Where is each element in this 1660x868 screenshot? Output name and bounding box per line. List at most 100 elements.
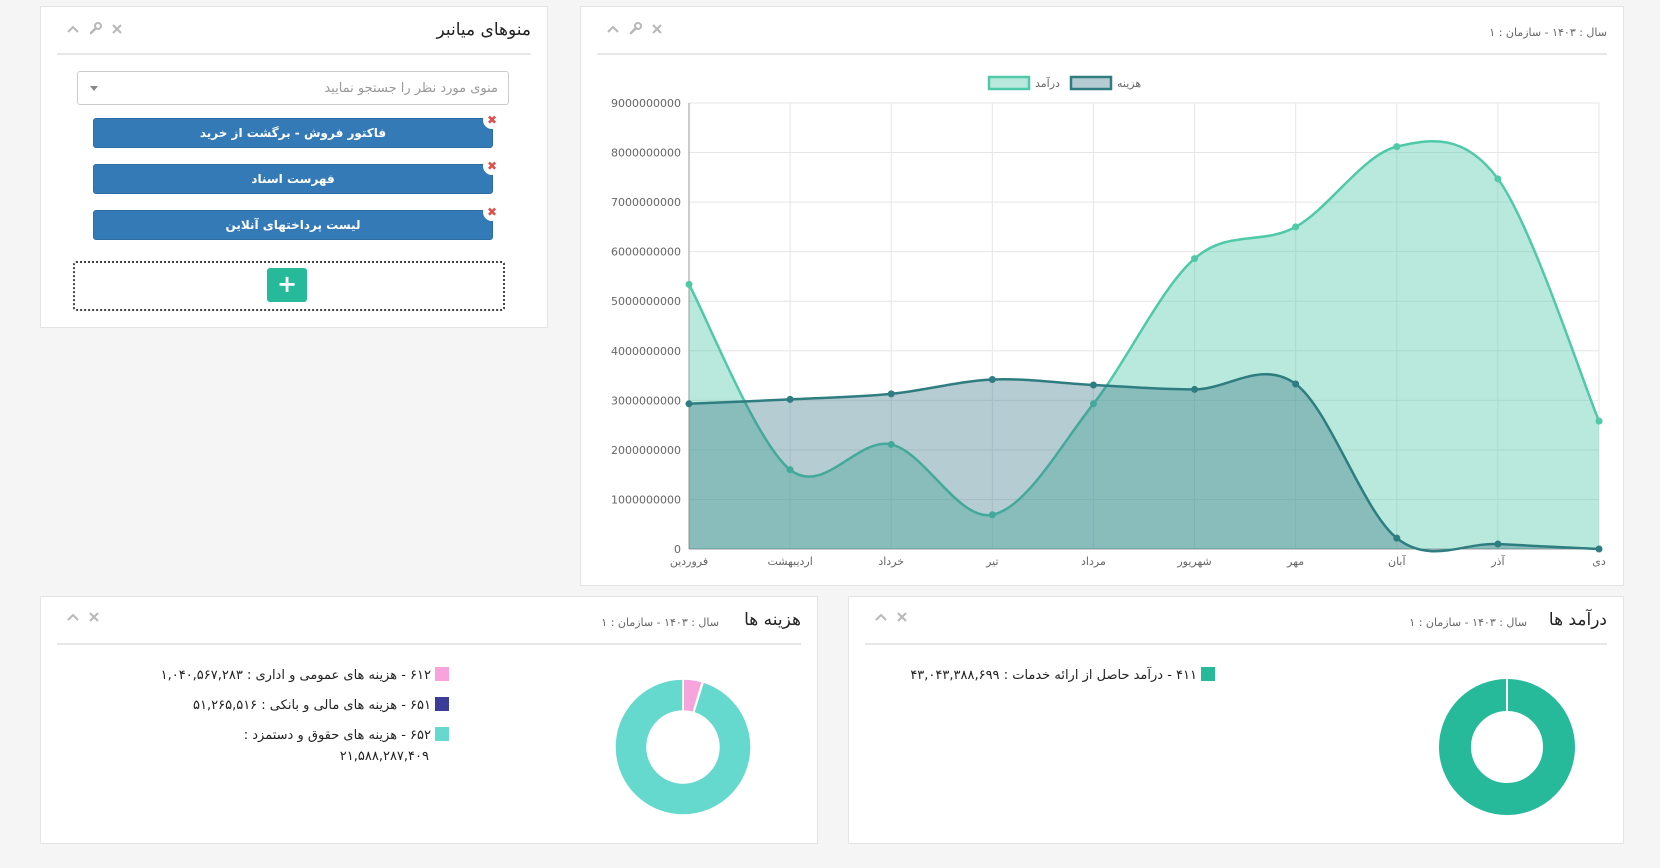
y-tick-label: 7000000000	[611, 196, 681, 209]
data-point[interactable]	[1089, 400, 1097, 408]
legend-label: ۶۵۱ - هزینه های مالی و بانکی :	[261, 698, 431, 713]
y-tick-label: 6000000000	[611, 246, 681, 259]
data-point[interactable]	[887, 440, 895, 448]
collapse-icon[interactable]	[67, 612, 79, 622]
data-point[interactable]	[887, 390, 895, 398]
legend-swatch	[1201, 667, 1215, 681]
legend-swatch[interactable]	[987, 75, 1031, 91]
panel-tools	[67, 612, 99, 622]
close-icon[interactable]	[652, 23, 662, 34]
shortcut-button-online-payments[interactable]: لیست پرداختهای آنلاین	[93, 210, 493, 240]
menu-search-select[interactable]	[77, 71, 509, 105]
data-point[interactable]	[988, 376, 996, 384]
add-shortcut-button[interactable]: +	[267, 268, 307, 302]
data-point[interactable]	[685, 280, 693, 288]
panel-header: منوهای میانبر	[57, 7, 531, 55]
data-point[interactable]	[786, 395, 794, 403]
panel-subtitle: سال : ۱۴۰۳ - سازمان : ۱	[601, 616, 719, 629]
x-tick-label: دی	[1592, 555, 1606, 568]
panel-header: درآمد ها سال : ۱۴۰۳ - سازمان : ۱	[865, 597, 1607, 645]
close-icon[interactable]	[112, 23, 122, 34]
panel-subtitle: سال : ۱۴۰۳ - سازمان : ۱	[1409, 616, 1527, 629]
collapse-icon[interactable]	[875, 612, 887, 622]
data-point[interactable]	[1595, 545, 1603, 553]
legend-swatch	[435, 667, 449, 681]
panel-title: درآمد ها	[1548, 610, 1607, 630]
x-tick-label: مهر	[1286, 555, 1304, 568]
legend-swatch	[435, 697, 449, 711]
y-tick-label: 2000000000	[611, 444, 681, 457]
wrench-icon[interactable]	[89, 22, 102, 35]
series-line-1	[688, 372, 1600, 553]
y-tick-label: 1000000000	[611, 493, 681, 506]
legend-amount: ۲۱,۵۸۸,۲۸۷,۴۰۹	[339, 749, 429, 764]
income-donut-chart	[1439, 679, 1575, 815]
y-tick-label: 9000000000	[611, 97, 681, 110]
add-shortcut-dropzone: +	[73, 261, 505, 311]
y-tick-label: 5000000000	[611, 295, 681, 308]
legend-amount: ۴۳,۰۴۳,۳۸۸,۶۹۹	[910, 668, 1000, 683]
y-tick-label: 0	[674, 543, 681, 556]
x-tick-label: آذر	[1490, 554, 1505, 568]
legend-label[interactable]: درآمد	[1035, 76, 1060, 90]
panel-title: منوهای میانبر	[436, 20, 531, 40]
collapse-icon[interactable]	[67, 24, 79, 34]
legend-swatch[interactable]	[1069, 75, 1113, 91]
income-expense-chart-panel: سال : ۱۴۰۳ - سازمان : ۱ 0 1000000000 20000…	[580, 6, 1624, 586]
chart-subtitle: سال : ۱۴۰۳ - سازمان : ۱	[1489, 26, 1607, 39]
data-point[interactable]	[786, 466, 794, 474]
legend-item: ۶۵۲ - هزینه های حقوق و دستمزد :	[244, 727, 449, 743]
close-icon[interactable]	[897, 612, 907, 622]
data-point[interactable]	[1494, 540, 1502, 548]
x-tick-label: شهریور	[1176, 555, 1211, 568]
area-chart-svg: 0 1000000000 2000000000 3000000000 400000000…	[611, 75, 1606, 568]
panel-title: هزینه ها	[744, 610, 801, 630]
x-tick-label: خرداد	[878, 555, 904, 568]
data-point[interactable]	[1494, 175, 1502, 183]
legend-label[interactable]: هزینه	[1117, 77, 1141, 90]
close-icon[interactable]	[89, 612, 99, 622]
shortcut-button-sales-invoice[interactable]: فاکتور فروش - برگشت از خرید	[93, 118, 493, 148]
x-tick-label: تیر	[985, 555, 998, 568]
data-point[interactable]	[988, 511, 996, 519]
remove-shortcut-icon[interactable]: ✖	[483, 203, 501, 221]
shortcut-button-documents-list[interactable]: فهرست اسناد	[93, 164, 493, 194]
data-point[interactable]	[685, 400, 693, 408]
shortcut-menus-panel: منوهای میانبر فاکتور فروش - برگشت از خری…	[40, 6, 548, 328]
legend-label: ۶۵۲ - هزینه های حقوق و دستمزد :	[243, 728, 431, 743]
remove-shortcut-icon[interactable]: ✖	[483, 111, 501, 129]
panel-header: سال : ۱۴۰۳ - سازمان : ۱	[597, 7, 1607, 55]
collapse-icon[interactable]	[607, 24, 619, 34]
data-point[interactable]	[1292, 223, 1300, 231]
series-line-0	[687, 139, 1601, 517]
data-point[interactable]	[1595, 417, 1603, 425]
legend-amount: ۱,۰۴۰,۵۶۷,۲۸۳	[160, 668, 243, 683]
x-tick-label: فروردین	[670, 555, 708, 568]
data-point[interactable]	[1393, 143, 1401, 151]
data-point[interactable]	[1191, 255, 1199, 263]
x-tick-label: اردیبهشت	[767, 555, 812, 568]
expenses-donut-chart	[614, 678, 752, 816]
series-area-0	[689, 141, 1599, 549]
chevron-down-icon	[90, 86, 98, 91]
legend-amount: ۵۱,۲۶۵,۵۱۶	[193, 698, 258, 713]
panel-tools	[875, 612, 907, 622]
menu-search-input[interactable]	[106, 72, 498, 104]
wrench-icon[interactable]	[629, 22, 642, 35]
data-point[interactable]	[1292, 380, 1300, 388]
data-point[interactable]	[1393, 534, 1401, 542]
panel-tools	[67, 22, 122, 35]
expenses-panel: هزینه ها سال : ۱۴۰۳ - سازمان : ۱ ۶۱۲ - ه…	[40, 596, 818, 844]
legend-item: ۶۱۲ - هزینه های عمومی و اداری : ۱,۰۴۰,۵۶…	[161, 667, 449, 683]
x-tick-label: آبان	[1388, 554, 1406, 568]
data-point[interactable]	[1191, 385, 1199, 393]
legend-label: ۴۱۱ - درآمد حاصل از ارائه خدمات :	[1003, 668, 1197, 683]
y-tick-label: 3000000000	[611, 394, 681, 407]
legend-swatch	[435, 727, 449, 741]
data-point[interactable]	[1089, 381, 1097, 389]
y-tick-label: 4000000000	[611, 345, 681, 358]
legend-item: ۴۱۱ - درآمد حاصل از ارائه خدمات : ۴۳,۰۴۳…	[910, 667, 1215, 683]
donut-slice[interactable]	[614, 678, 752, 816]
remove-shortcut-icon[interactable]: ✖	[483, 157, 501, 175]
area-chart: 0 1000000000 2000000000 3000000000 400000000…	[581, 7, 1625, 587]
